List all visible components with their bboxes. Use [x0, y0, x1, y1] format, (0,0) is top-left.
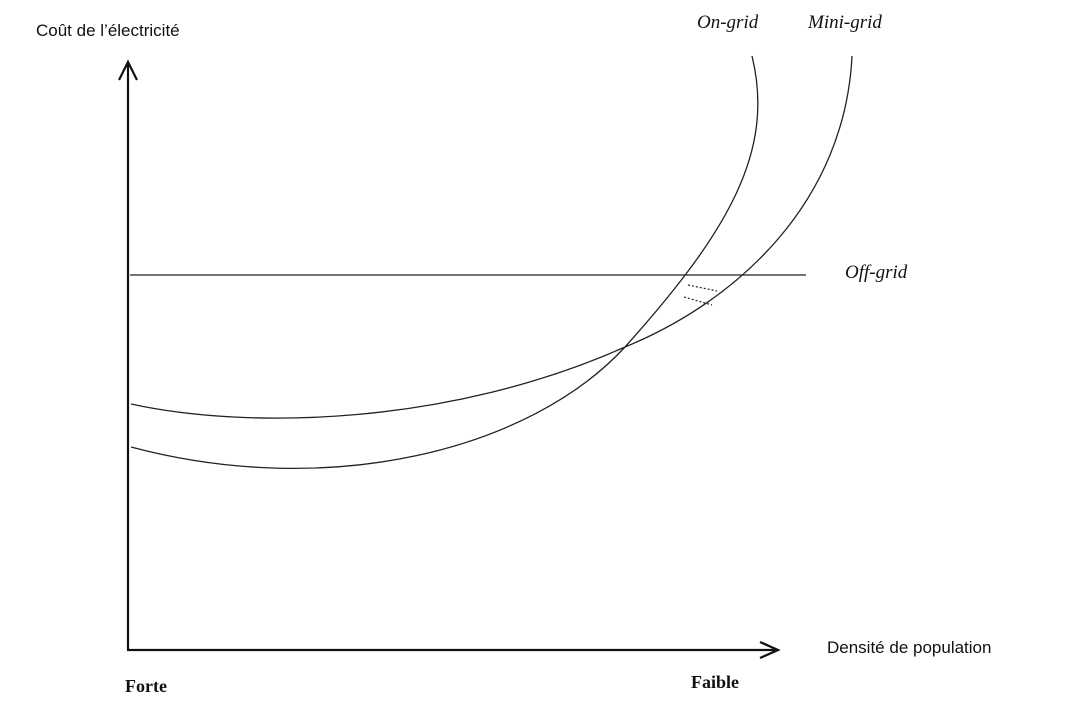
hatch-line-1: [687, 284, 718, 292]
hatch-line-2: [683, 296, 713, 306]
x-axis-label: Densité de population: [827, 638, 991, 657]
mini-grid-curve: [130, 55, 853, 419]
x-axis-arrowhead: [759, 640, 781, 660]
off-grid-label: Off-grid: [845, 262, 908, 283]
y-axis-arrowhead: [118, 59, 138, 81]
x-start-label: Forte: [125, 676, 167, 696]
mini-grid-label: Mini-grid: [807, 12, 882, 33]
x-end-label: Faible: [691, 672, 739, 692]
on-grid-curve: [130, 55, 759, 469]
y-axis-label: Coût de l’électricité: [36, 21, 180, 40]
on-grid-label: On-grid: [697, 12, 759, 33]
